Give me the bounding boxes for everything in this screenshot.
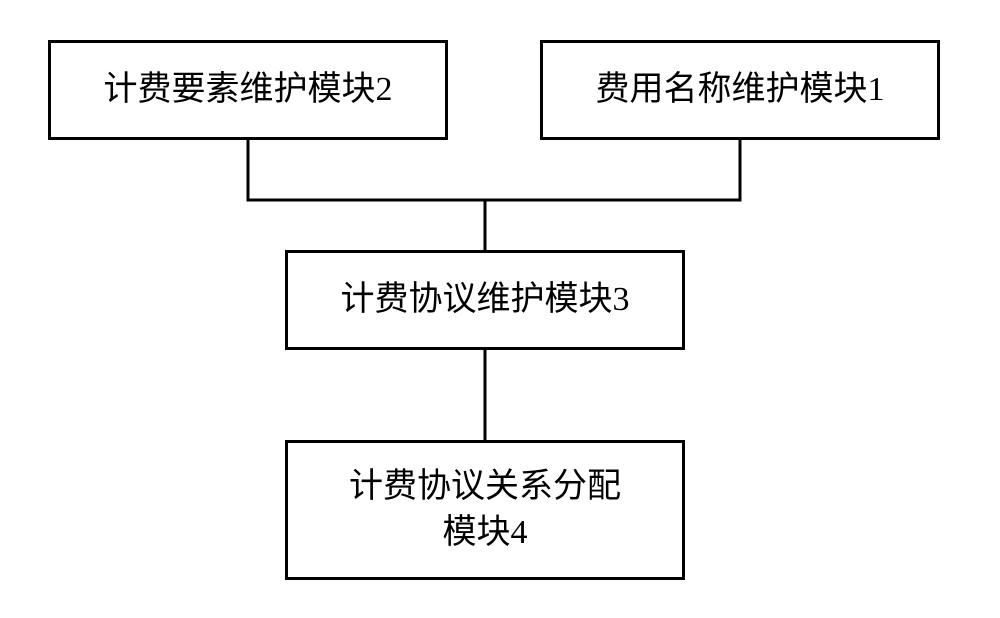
- node-billing-agreement-module: 计费协议维护模块3: [285, 250, 685, 350]
- diagram-canvas: 计费要素维护模块2 费用名称维护模块1 计费协议维护模块3 计费协议关系分配 模…: [0, 0, 1000, 618]
- connector: [485, 140, 740, 250]
- node-billing-element-module: 计费要素维护模块2: [48, 40, 448, 140]
- node-label: 计费协议关系分配 模块4: [349, 464, 621, 556]
- node-billing-agreement-relation-module: 计费协议关系分配 模块4: [285, 440, 685, 580]
- connector: [248, 140, 485, 250]
- node-label: 计费要素维护模块2: [104, 67, 393, 113]
- node-fee-name-module: 费用名称维护模块1: [540, 40, 940, 140]
- node-label: 费用名称维护模块1: [596, 67, 885, 113]
- node-label: 计费协议维护模块3: [341, 277, 630, 323]
